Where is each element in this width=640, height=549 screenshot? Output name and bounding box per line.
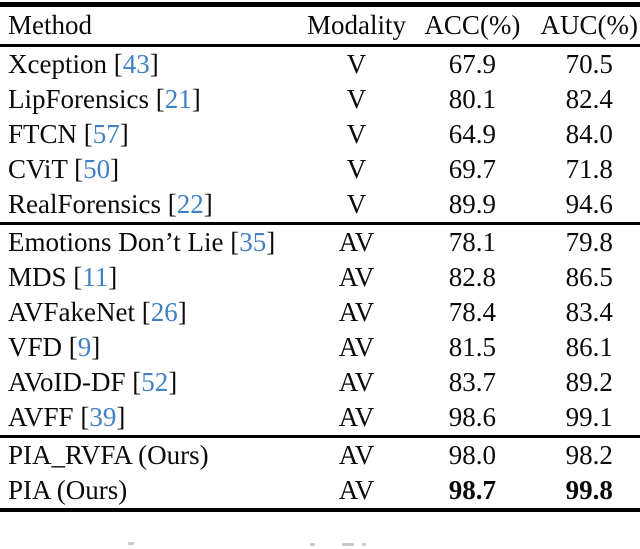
table-header: Method Modality ACC(%) AUC(%) (0, 5, 640, 46)
method-cell: Xception [43] (8, 49, 159, 79)
citation-link[interactable]: 9 (77, 332, 92, 362)
col-header-method: Method (8, 10, 92, 40)
method-cell: AVFakeNet [26] (8, 297, 187, 327)
table-row: RealForensics [22] V 89.9 94.6 (0, 187, 640, 224)
auc-cell: 70.5 (565, 49, 613, 79)
acc-cell: 98.6 (448, 402, 497, 432)
acc-cell: 82.8 (448, 262, 497, 292)
auc-cell: 89.2 (565, 367, 613, 397)
modality-cell: AV (338, 440, 375, 470)
acc-cell: 67.9 (448, 49, 497, 79)
table-row: AVFF [39] AV 98.6 99.1 (0, 400, 640, 437)
method-cell: FTCN [57] (8, 119, 129, 149)
auc-cell: 83.4 (565, 297, 613, 327)
method-cell: AVFF [39] (8, 402, 126, 432)
modality-cell: V (346, 154, 367, 184)
citation-link[interactable]: 43 (122, 49, 150, 79)
table-row: PIA_RVFA (Ours) AV 98.0 98.2 (0, 437, 640, 474)
auc-cell: 94.6 (565, 189, 613, 219)
acc-cell: 78.4 (448, 297, 497, 327)
acc-cell: 64.9 (448, 119, 497, 149)
auc-cell: 98.2 (565, 440, 613, 470)
modality-cell: V (346, 119, 367, 149)
auc-cell: 86.1 (565, 332, 613, 362)
method-cell: PIA (Ours) (8, 475, 128, 505)
auc-cell: 99.1 (565, 402, 613, 432)
modality-cell: AV (338, 367, 375, 397)
citation-link[interactable]: 11 (82, 262, 109, 292)
citation-link[interactable]: 57 (92, 119, 120, 149)
table-row: FTCN [57] V 64.9 84.0 (0, 117, 640, 152)
col-header-modality: Modality (306, 10, 406, 40)
auc-cell: 86.5 (565, 262, 613, 292)
table-row: LipForensics [21] V 80.1 82.4 (0, 82, 640, 117)
auc-cell: 82.4 (565, 84, 613, 114)
col-header-acc: ACC(%) (424, 10, 521, 40)
table-row: AVoID-DF [52] AV 83.7 89.2 (0, 365, 640, 400)
method-cell: CViT [50] (8, 154, 120, 184)
auc-cell: 84.0 (565, 119, 613, 149)
auc-cell: 99.8 (565, 475, 613, 505)
method-cell: PIA_RVFA (Ours) (8, 440, 209, 470)
acc-cell: 83.7 (448, 367, 497, 397)
table-row: VFD [9] AV 81.5 86.1 (0, 330, 640, 365)
modality-cell: AV (338, 227, 375, 257)
table-row: MDS [11] AV 82.8 86.5 (0, 260, 640, 295)
acc-cell: 69.7 (448, 154, 497, 184)
modality-cell: AV (338, 475, 375, 505)
table-row: PIA (Ours) AV 98.7 99.8 (0, 473, 640, 510)
modality-cell: AV (338, 262, 375, 292)
modality-cell: V (346, 189, 367, 219)
auc-cell: 79.8 (565, 227, 613, 257)
method-cell: AVoID-DF [52] (8, 367, 178, 397)
method-cell: VFD [9] (8, 332, 101, 362)
method-cell: RealForensics [22] (8, 189, 213, 219)
citation-link[interactable]: 22 (176, 189, 204, 219)
method-cell: MDS [11] (8, 262, 118, 292)
modality-cell: AV (338, 402, 375, 432)
modality-cell: AV (338, 297, 375, 327)
acc-cell: 98.7 (448, 475, 497, 505)
acc-cell: 89.9 (448, 189, 497, 219)
modality-cell: V (346, 84, 367, 114)
acc-cell: 81.5 (448, 332, 497, 362)
cut-off-caption-remnant (362, 543, 366, 546)
table-row: CViT [50] V 69.7 71.8 (0, 152, 640, 187)
cut-off-caption-remnant (342, 543, 354, 546)
method-cell: LipForensics [21] (8, 84, 201, 114)
cut-off-caption-remnant (310, 543, 315, 546)
method-cell: Emotions Don’t Lie [35] (8, 227, 276, 257)
results-table: Method Modality ACC(%) AUC(%) Xception [… (0, 2, 640, 512)
citation-link[interactable]: 50 (83, 154, 111, 184)
citation-link[interactable]: 39 (89, 402, 117, 432)
col-header-auc: AUC(%) (540, 10, 638, 40)
acc-cell: 80.1 (448, 84, 497, 114)
table-row: Emotions Don’t Lie [35] AV 78.1 79.8 (0, 224, 640, 261)
cut-off-caption-remnant (128, 542, 134, 545)
citation-link[interactable]: 21 (164, 84, 192, 114)
section-ours-methods: PIA_RVFA (Ours) AV 98.0 98.2 PIA (Ours) AV 98.… (0, 436, 640, 511)
acc-cell: 78.1 (448, 227, 497, 257)
auc-cell: 71.8 (565, 154, 613, 184)
section-video-methods: Xception [43] V 67.9 70.5 LipForensics [21] V… (0, 46, 640, 224)
section-audiovisual-methods: Emotions Don’t Lie [35] AV 78.1 79.8 MDS [11… (0, 223, 640, 437)
header-row: Method Modality ACC(%) AUC(%) (0, 5, 640, 46)
citation-link[interactable]: 52 (141, 367, 169, 397)
acc-cell: 98.0 (448, 440, 497, 470)
modality-cell: AV (338, 332, 375, 362)
citation-link[interactable]: 35 (239, 227, 267, 257)
modality-cell: V (346, 49, 367, 79)
table-row: AVFakeNet [26] AV 78.4 83.4 (0, 295, 640, 330)
table-row: Xception [43] V 67.9 70.5 (0, 46, 640, 83)
citation-link[interactable]: 26 (150, 297, 178, 327)
